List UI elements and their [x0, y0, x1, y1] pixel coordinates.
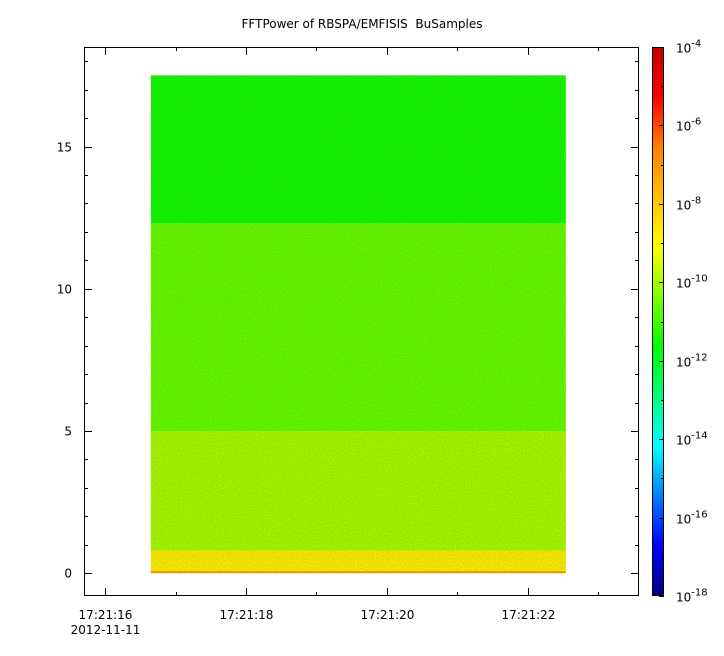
x-tick-label: 17:21:18	[220, 608, 274, 622]
colorbar-tick-label: 10-8	[676, 196, 701, 213]
colorbar-tick-label: 10-12	[676, 353, 708, 370]
colorbar-tick-label: 10-16	[676, 510, 708, 527]
colorbar-tick-label: 10-10	[676, 274, 708, 291]
colorbar-tick-label: 10-6	[676, 117, 701, 134]
colorbar: 10-18 10-16 10-14 10-12 10-10 10-8 10-6 10-4	[652, 39, 708, 605]
colorbar-tick-label: 10-18	[676, 588, 708, 605]
y-tick-label: 15	[57, 141, 72, 155]
y-tick-label: 0	[64, 567, 72, 581]
x-tick-label: 17:21:16	[79, 608, 133, 622]
y-tick-label: 10	[57, 283, 72, 297]
colorbar-tick-label: 10-4	[676, 39, 701, 56]
colorbar-frame	[652, 47, 664, 596]
colorbar-gradient	[652, 47, 664, 596]
plot-frame	[84, 47, 639, 596]
y-tick-label: 5	[64, 425, 72, 439]
chart-title: FFTPower of RBSPA/EMFISIS BuSamples	[241, 17, 483, 31]
spectrogram-texture	[150, 75, 566, 574]
x-tick-label: 17:21:22	[502, 608, 556, 622]
x-tick-label: 17:21:20	[361, 608, 415, 622]
x-date-label: 2012-11-11	[71, 623, 141, 637]
spectrogram-image	[150, 75, 566, 574]
colorbar-tick-label: 10-14	[676, 431, 708, 448]
